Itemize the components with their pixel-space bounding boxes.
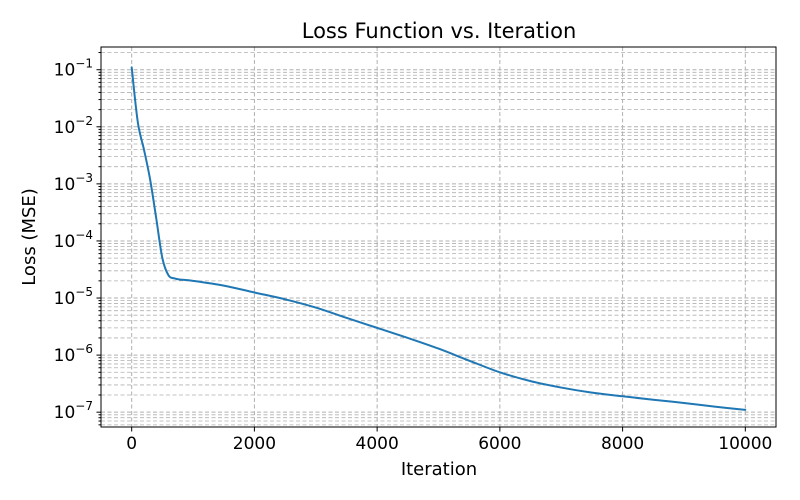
y-tick-label: 10−6 [54,342,93,366]
grid [101,47,776,427]
y-tick-label: 10−1 [54,57,93,81]
x-tick-label: 2000 [233,434,276,454]
y-tick-label: 10−3 [54,171,93,195]
y-tick-label: 10−4 [54,228,93,252]
x-axis-label: Iteration [401,459,477,480]
x-tick-label: 6000 [478,434,521,454]
x-tick-label: 0 [126,434,137,454]
y-tick-label: 10−5 [54,285,93,309]
x-tick-label: 8000 [601,434,644,454]
loss-series-line [130,66,747,411]
plot-series [130,66,747,411]
x-tick-label: 10000 [718,434,772,454]
y-tick-label: 10−7 [54,399,93,423]
x-axis-ticks: 0 2000 4000 6000 8000 10000 [126,427,772,454]
plot-frame [100,46,777,428]
y-axis-ticks: 10−7 10−6 10−5 10−4 10−3 10−2 10−1 [54,52,101,426]
x-tick-label: 4000 [356,434,399,454]
y-axis-label: Loss (MSE) [19,188,40,286]
y-tick-label: 10−2 [54,114,93,138]
chart-title: Loss Function vs. Iteration [302,19,577,43]
